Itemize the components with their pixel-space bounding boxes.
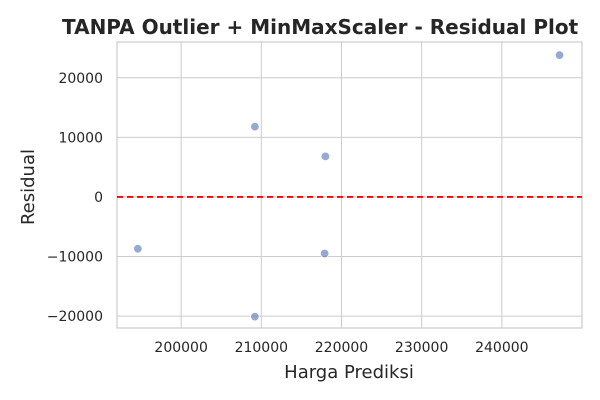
y-tick-labels: −20000 −10000 0 10000 20000	[47, 71, 103, 325]
data-point	[320, 249, 330, 259]
x-axis-label: Harga Prediksi	[284, 362, 414, 383]
y-tick-label: 0	[94, 190, 103, 206]
x-tick-label: 240000	[475, 340, 528, 356]
data-point	[555, 50, 565, 60]
data-point	[133, 244, 143, 254]
y-tick-label: −20000	[47, 309, 103, 325]
x-tick-label: 200000	[154, 340, 207, 356]
x-tick-label: 230000	[395, 340, 448, 356]
y-axis-label: Residual	[18, 149, 39, 225]
data-point	[250, 122, 260, 132]
data-points	[133, 50, 565, 322]
chart-title: TANPA Outlier + MinMaxScaler - Residual …	[62, 15, 579, 39]
grid-lines	[117, 42, 582, 328]
data-point	[250, 312, 260, 322]
data-point	[320, 151, 330, 161]
x-tick-labels: 200000 210000 220000 230000 240000	[154, 340, 528, 356]
plot-frame	[116, 41, 583, 329]
y-tick-label: 10000	[58, 130, 103, 146]
y-tick-label: −10000	[47, 250, 103, 266]
y-tick-label: 20000	[58, 71, 103, 87]
x-tick-label: 220000	[315, 340, 368, 356]
x-tick-label: 210000	[235, 340, 288, 356]
